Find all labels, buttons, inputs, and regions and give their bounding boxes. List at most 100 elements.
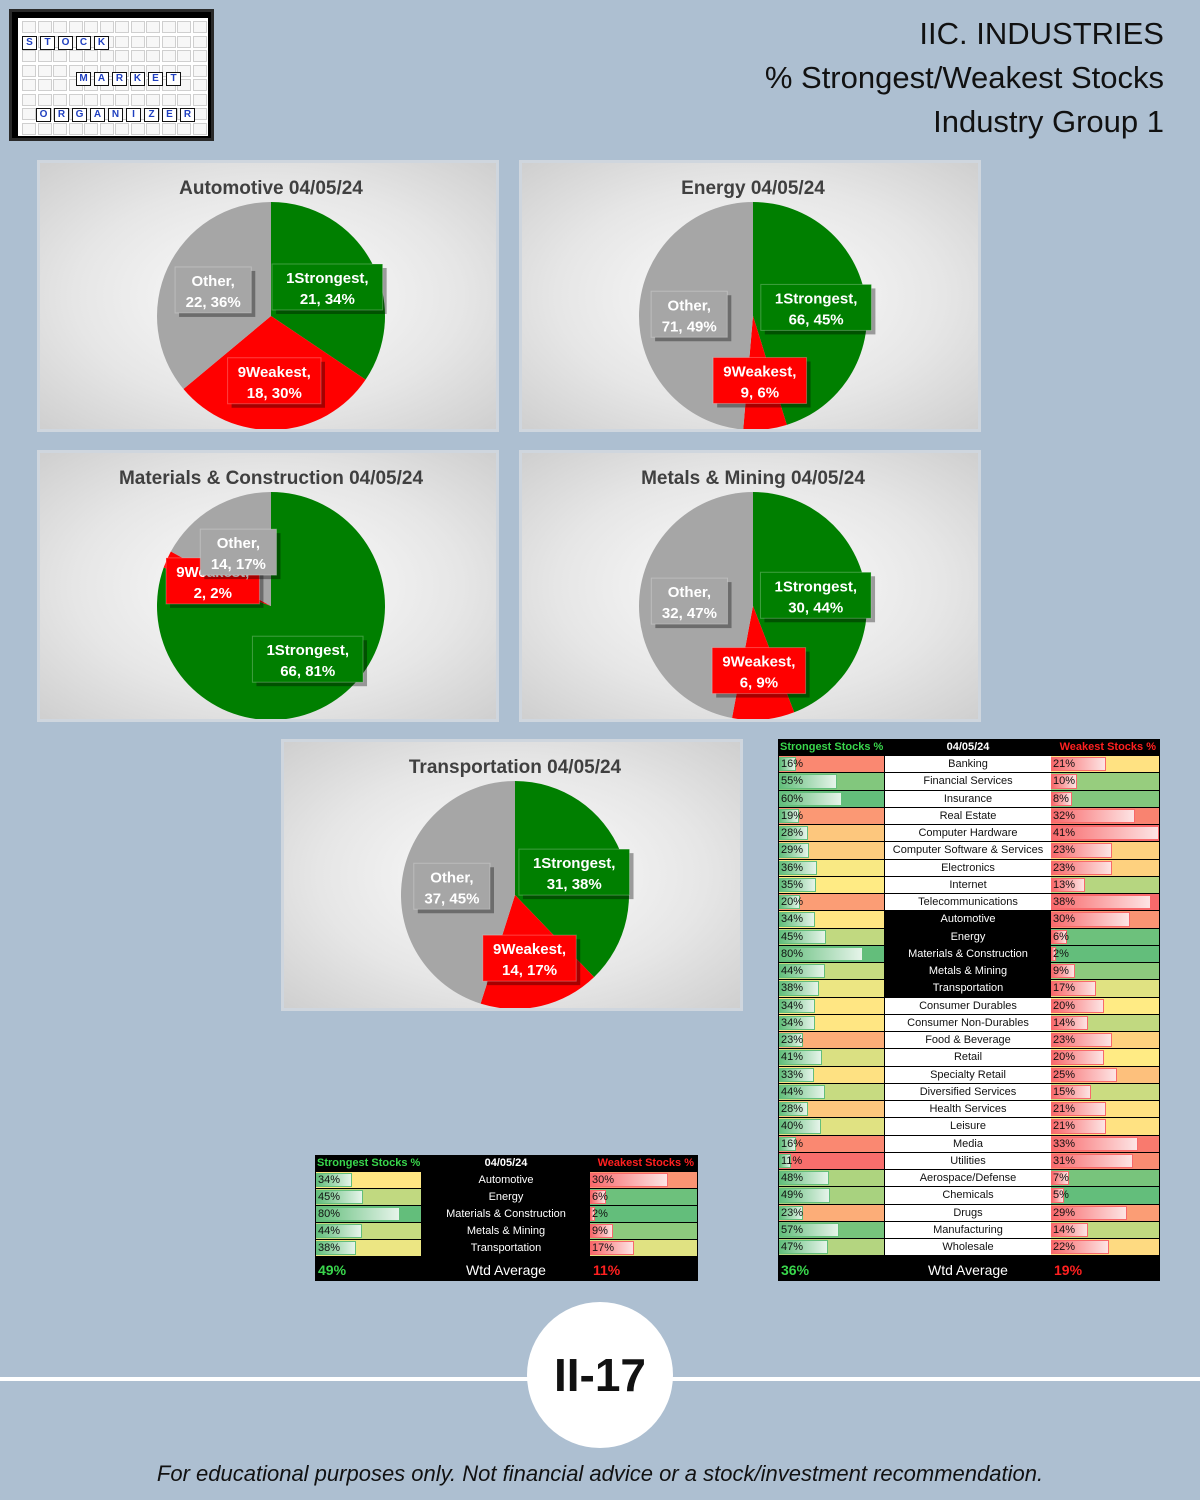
table-row: 80% Materials & Construction 2% <box>778 945 1160 963</box>
weakest-bar <box>1051 1205 1128 1220</box>
weakest-cell: 30% <box>1051 911 1159 928</box>
logo-grid-cell <box>68 21 83 33</box>
strongest-bar <box>779 1067 814 1082</box>
strongest-bar <box>779 964 826 979</box>
strongest-cell: 29% <box>779 842 884 859</box>
weakest-value: 33% <box>1053 1137 1076 1150</box>
strongest-bar <box>779 1084 826 1099</box>
logo-grid-cell <box>99 93 114 106</box>
logo-grid-cell <box>115 21 129 33</box>
strongest-cell: 28% <box>779 825 884 842</box>
logo-grid-cell <box>22 108 36 120</box>
weakest-bar <box>1051 791 1073 806</box>
weakest-bar <box>1051 929 1067 944</box>
weakest-cell: 25% <box>1051 1066 1159 1083</box>
slice-label-other: Other, 14, 17% <box>199 528 281 580</box>
industry-name: Drugs <box>885 1204 1051 1221</box>
strongest-bar <box>316 1207 400 1221</box>
strongest-cell: 11% <box>779 1152 884 1169</box>
page-title: IIC. INDUSTRIES % Strongest/Weakest Stoc… <box>765 12 1164 144</box>
strongest-value: 45% <box>318 1191 341 1203</box>
weakest-cell: 30% <box>590 1172 697 1188</box>
industry-name: Computer Software & Services <box>885 842 1051 859</box>
logo-grid-cell <box>161 122 176 135</box>
slice-label-1strongest: 1Strongest, 31, 38% <box>518 848 634 900</box>
weakest-cell: 13% <box>1051 876 1159 893</box>
slice-label-other: Other, 22, 36% <box>174 266 256 317</box>
logo-grid-cell <box>22 79 36 91</box>
strongest-value: 49% <box>781 1189 804 1202</box>
industry-name: Specialty Retail <box>885 1066 1051 1083</box>
average-label: Wtd Average <box>466 1262 546 1278</box>
strongest-value: 45% <box>781 930 804 943</box>
table-row: 40% Leisure 21% <box>778 1118 1160 1135</box>
strongest-cell: 80% <box>779 945 884 962</box>
chart-title: Materials & Construction 04/05/24 <box>119 468 424 489</box>
table-row: 34% Consumer Durables 20% <box>778 997 1160 1015</box>
weakest-cell: 2% <box>590 1206 697 1222</box>
strongest-bar <box>779 1033 804 1048</box>
logo-grid-cell <box>68 93 83 106</box>
weakest-value: 2% <box>592 1208 608 1220</box>
logo-grid-cell <box>115 35 129 48</box>
logo-letter: A <box>94 72 109 86</box>
strongest-bar <box>779 1050 823 1065</box>
table-row: 11% Utilities 31% <box>778 1152 1160 1170</box>
logo-grid-cell <box>115 50 129 62</box>
strongest-bar <box>779 877 816 892</box>
weakest-value: 23% <box>1053 1034 1076 1046</box>
logo-letter: K <box>130 72 145 86</box>
strongest-cell: 34% <box>779 1014 884 1031</box>
weakest-cell: 23% <box>1051 842 1159 859</box>
weakest-cell: 7% <box>1051 1170 1159 1187</box>
industry-name: Automotive <box>422 1172 590 1188</box>
strongest-value: 55% <box>781 775 804 788</box>
pie-chart-automotive: Automotive 04/05/24 1Strongest, 21, 34% 9We… <box>37 160 499 432</box>
industry-name: Energy <box>885 928 1051 945</box>
table-row: 38% Transportation 17% <box>315 1240 698 1257</box>
strongest-average: 49% <box>318 1262 347 1278</box>
page-number-badge: II-17 <box>527 1302 673 1448</box>
svg-text:1Strongest,: 1Strongest, <box>266 642 349 659</box>
strongest-cell: 49% <box>779 1187 884 1204</box>
weakest-bar <box>1051 808 1136 823</box>
logo-grid-cell <box>68 50 83 62</box>
weakest-cell: 10% <box>1051 773 1159 790</box>
weakest-cell: 5% <box>1051 1187 1159 1204</box>
weakest-bar <box>1051 998 1104 1013</box>
strongest-cell: 48% <box>779 1170 884 1187</box>
title-line-3: Industry Group 1 <box>933 104 1164 139</box>
logo-grid-cell <box>192 93 207 106</box>
slice-label-1strongest: 1Strongest, 30, 44% <box>759 571 876 623</box>
chart-title: Metals & Mining 04/05/24 <box>641 468 865 489</box>
industry-name: Media <box>885 1135 1051 1152</box>
weakest-cell: 8% <box>1051 790 1159 807</box>
svg-text:22, 36%: 22, 36% <box>186 294 241 311</box>
table-row: 44% Diversified Services 15% <box>778 1083 1160 1101</box>
weakest-cell: 15% <box>1051 1083 1159 1100</box>
industry-name: Aerospace/Defense <box>885 1170 1051 1187</box>
weakest-cell: 29% <box>1051 1204 1159 1221</box>
strongest-value: 34% <box>781 1016 804 1029</box>
strongest-cell: 36% <box>779 859 884 876</box>
weakest-bar <box>1051 895 1152 910</box>
weakest-cell: 6% <box>590 1189 697 1205</box>
strongest-bar <box>779 1205 804 1220</box>
logo-grid-cell <box>146 50 160 62</box>
logo-grid-cell <box>22 64 36 77</box>
table-row: 16% Banking 21% <box>778 756 1160 773</box>
industry-name: Materials & Construction <box>422 1206 590 1222</box>
weakest-bar <box>1051 877 1086 892</box>
weakest-bar <box>1051 1050 1104 1065</box>
weakest-cell: 9% <box>1051 963 1159 980</box>
strongest-bar <box>316 1224 363 1238</box>
weakest-cell: 23% <box>1051 859 1159 876</box>
svg-text:21, 34%: 21, 34% <box>300 291 355 308</box>
logo-grid-cell <box>146 35 160 48</box>
strongest-bar <box>779 860 817 875</box>
strongest-bar <box>779 843 810 858</box>
strongest-cell: 55% <box>779 773 884 790</box>
strongest-bar <box>779 1119 821 1134</box>
weakest-bar <box>1051 912 1131 927</box>
